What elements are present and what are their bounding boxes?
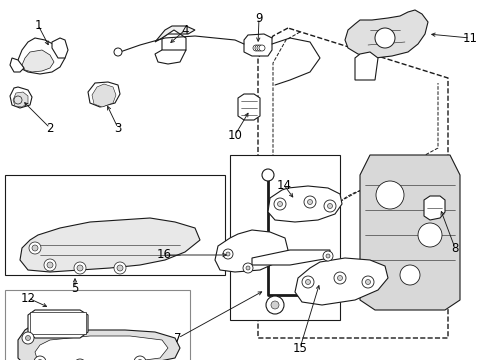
Text: 8: 8 [450, 242, 458, 255]
Polygon shape [294, 258, 387, 305]
Text: 4: 4 [181, 23, 188, 36]
Text: 16: 16 [156, 248, 171, 261]
Circle shape [277, 202, 282, 207]
Circle shape [44, 259, 56, 271]
Circle shape [134, 356, 146, 360]
Polygon shape [215, 230, 287, 272]
Circle shape [262, 169, 273, 181]
Text: 1: 1 [34, 18, 41, 32]
Polygon shape [22, 50, 54, 72]
Circle shape [417, 223, 441, 247]
Polygon shape [35, 336, 168, 360]
Polygon shape [155, 50, 185, 64]
Text: 10: 10 [227, 129, 242, 141]
Text: 5: 5 [71, 282, 79, 294]
Circle shape [307, 199, 312, 204]
Polygon shape [244, 34, 271, 56]
Circle shape [245, 266, 249, 270]
Polygon shape [18, 38, 65, 74]
Polygon shape [267, 186, 341, 222]
Circle shape [114, 48, 122, 56]
Circle shape [77, 265, 83, 271]
Bar [229, 155, 339, 320]
Circle shape [243, 263, 252, 273]
Text: 7: 7 [174, 332, 182, 345]
Polygon shape [155, 26, 195, 42]
Polygon shape [28, 310, 88, 338]
Circle shape [304, 196, 315, 208]
Circle shape [270, 301, 279, 309]
Circle shape [324, 200, 335, 212]
Circle shape [302, 276, 313, 288]
Text: 14: 14 [276, 179, 291, 192]
Polygon shape [20, 218, 200, 272]
Polygon shape [18, 328, 180, 360]
Circle shape [305, 279, 310, 284]
Circle shape [361, 276, 373, 288]
Circle shape [273, 198, 285, 210]
Circle shape [225, 252, 229, 256]
Circle shape [223, 249, 232, 259]
Polygon shape [238, 94, 260, 120]
Text: 11: 11 [462, 32, 476, 45]
Polygon shape [354, 52, 377, 80]
Circle shape [34, 356, 46, 360]
Circle shape [25, 336, 30, 341]
Circle shape [327, 203, 332, 208]
Circle shape [365, 279, 370, 284]
Circle shape [117, 265, 123, 271]
Polygon shape [423, 196, 444, 220]
Circle shape [254, 45, 261, 51]
Circle shape [323, 251, 332, 261]
Circle shape [375, 181, 403, 209]
Circle shape [252, 45, 259, 51]
Circle shape [29, 242, 41, 254]
Circle shape [22, 332, 34, 344]
Text: 3: 3 [114, 122, 122, 135]
Bar [5, 290, 190, 360]
Polygon shape [162, 34, 185, 54]
Circle shape [325, 254, 329, 258]
Circle shape [32, 245, 38, 251]
Polygon shape [10, 87, 32, 108]
Circle shape [114, 262, 126, 274]
Circle shape [257, 45, 263, 51]
Text: 12: 12 [20, 292, 36, 305]
Circle shape [374, 28, 394, 48]
Polygon shape [52, 38, 68, 58]
Text: 2: 2 [46, 122, 54, 135]
Circle shape [399, 265, 419, 285]
Circle shape [74, 262, 86, 274]
Circle shape [47, 262, 53, 268]
Text: 15: 15 [292, 342, 307, 355]
Polygon shape [13, 92, 28, 107]
Polygon shape [10, 58, 24, 72]
Circle shape [265, 296, 284, 314]
Polygon shape [359, 155, 459, 310]
Circle shape [14, 96, 22, 104]
Bar [30, 312, 86, 334]
Polygon shape [92, 84, 116, 107]
Polygon shape [345, 10, 427, 58]
Circle shape [337, 275, 342, 280]
Polygon shape [251, 250, 329, 265]
Circle shape [333, 272, 346, 284]
Polygon shape [88, 82, 120, 107]
Text: 9: 9 [255, 12, 262, 24]
Bar [5, 175, 224, 275]
Circle shape [74, 359, 86, 360]
Circle shape [259, 45, 264, 51]
